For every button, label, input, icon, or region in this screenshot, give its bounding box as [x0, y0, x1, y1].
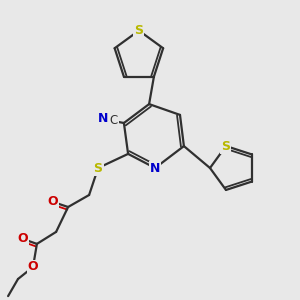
Text: O: O	[47, 195, 58, 208]
Text: S: S	[94, 161, 103, 175]
Text: N: N	[98, 112, 108, 125]
Text: C: C	[110, 114, 118, 127]
Text: O: O	[28, 260, 38, 274]
Text: S: S	[221, 140, 230, 152]
Text: N: N	[150, 161, 160, 175]
Text: S: S	[134, 24, 143, 37]
Text: O: O	[17, 232, 28, 245]
